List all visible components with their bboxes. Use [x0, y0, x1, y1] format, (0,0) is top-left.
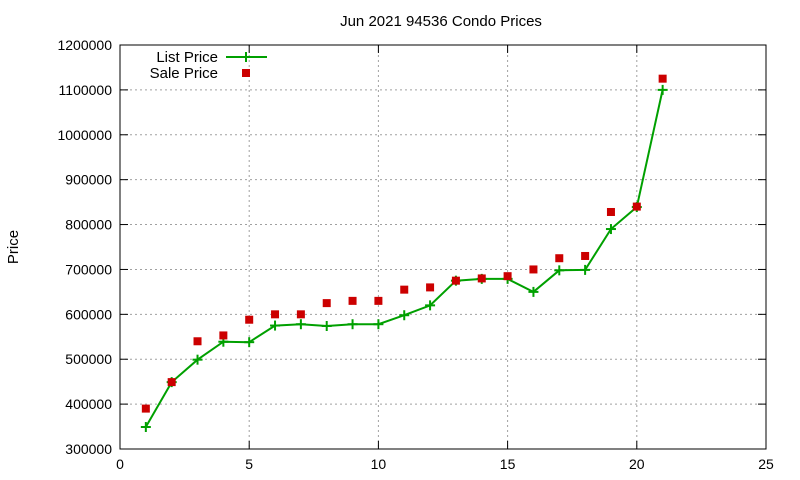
y-tick-label: 400000	[65, 396, 112, 412]
list-price-point	[373, 319, 384, 330]
list-price-point	[425, 300, 436, 311]
list-price-point	[580, 264, 591, 275]
sale-price-point	[296, 310, 305, 319]
y-tick-label: 1200000	[57, 37, 112, 53]
list-price-point	[270, 320, 281, 331]
y-axis-label: Price	[5, 230, 22, 264]
list-price-point	[605, 224, 616, 235]
sale-price-point	[581, 251, 590, 260]
sale-price-point	[322, 299, 331, 308]
y-tick-label: 1000000	[57, 127, 112, 143]
x-tick-label: 5	[245, 456, 253, 472]
sale-price-point	[606, 207, 615, 216]
sale-price-point	[503, 272, 512, 281]
grid	[120, 45, 766, 449]
sale-price-series	[141, 74, 667, 413]
sale-price-point	[219, 331, 228, 340]
sale-price-point	[555, 254, 564, 263]
y-tick-label: 500000	[65, 351, 112, 367]
sale-price-point	[451, 276, 460, 285]
legend-label: Sale Price	[150, 65, 218, 82]
list-price-point	[140, 422, 151, 433]
list-price-point	[657, 84, 668, 95]
list-price-point	[321, 321, 332, 332]
axes: 0 5 10 15 20 25 300000 400000 500000 600000 700000…	[57, 37, 774, 472]
sale-price-point	[193, 337, 202, 346]
sale-price-point	[245, 315, 254, 324]
sale-price-point	[348, 296, 357, 305]
sale-price-point	[400, 285, 409, 294]
y-tick-label: 600000	[65, 306, 112, 322]
x-tick-label: 10	[371, 456, 387, 472]
sale-price-point	[658, 74, 667, 83]
sale-price-point	[477, 274, 486, 283]
y-tick-label: 800000	[65, 217, 112, 233]
sale-price-point	[632, 202, 641, 211]
y-tick-label: 900000	[65, 172, 112, 188]
list-price-point	[554, 265, 565, 276]
list-price-point	[399, 310, 410, 321]
series-layer	[140, 74, 668, 433]
plot-frame	[119, 44, 767, 450]
sale-price-point	[141, 404, 150, 413]
y-tick-label: 300000	[65, 441, 112, 457]
y-tick-label: 700000	[65, 261, 112, 277]
legend-item-list-price: List Price	[156, 49, 267, 66]
list-price-point	[295, 319, 306, 330]
sale-price-point	[426, 283, 435, 292]
list-price-point	[192, 354, 203, 365]
list-price-point	[347, 319, 358, 330]
legend-swatch-marker	[242, 69, 250, 77]
x-tick-label: 15	[500, 456, 516, 472]
legend-swatch-marker	[241, 52, 251, 62]
sale-price-point	[374, 296, 383, 305]
y-tick-label: 1100000	[59, 82, 113, 98]
legend-item-sale-price: Sale Price	[150, 65, 250, 82]
sale-price-point	[271, 310, 280, 319]
x-tick-label: 0	[116, 456, 124, 472]
legend-label: List Price	[156, 49, 218, 66]
chart-title: Jun 2021 94536 Condo Prices	[340, 13, 542, 30]
sale-price-point	[529, 265, 538, 274]
x-tick-label: 25	[758, 456, 774, 472]
sale-price-point	[167, 378, 176, 387]
x-tick-label: 20	[629, 456, 645, 472]
list-price-point	[528, 286, 539, 297]
list-price-point	[244, 337, 255, 348]
